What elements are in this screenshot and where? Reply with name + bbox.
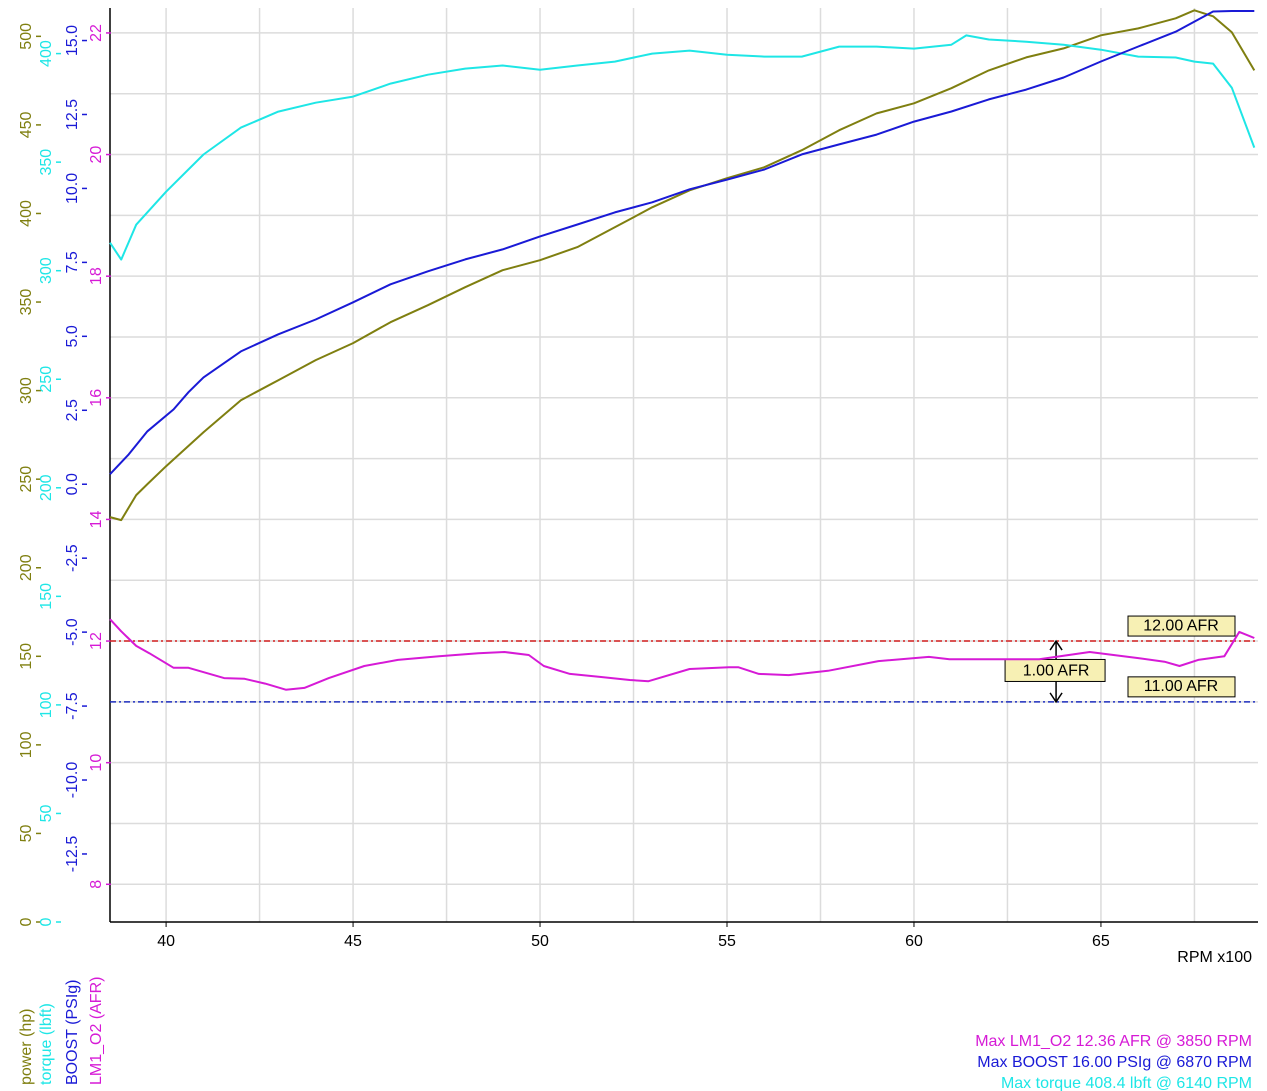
y-tick-label: 0 bbox=[18, 917, 35, 926]
y-tick-label: 12 bbox=[88, 632, 105, 650]
reference-label: 12.00 AFR bbox=[1143, 617, 1219, 634]
y-axis-label: torque (lbft) bbox=[38, 1003, 55, 1085]
label-box bbox=[1127, 676, 1236, 698]
series-line bbox=[109, 10, 1255, 475]
y-tick-label: 400 bbox=[18, 200, 35, 227]
series-line bbox=[109, 9, 1256, 522]
label-box bbox=[1004, 658, 1106, 682]
max-note: Max torque 408.4 lbft @ 6140 RPM bbox=[1001, 1075, 1252, 1091]
series-line bbox=[109, 618, 1255, 691]
y-tick-label: 300 bbox=[18, 377, 35, 404]
y-tick-label: 12.5 bbox=[64, 99, 81, 130]
y-tick-label: 10 bbox=[88, 754, 105, 772]
y-tick-label: -12.5 bbox=[64, 836, 81, 873]
y-tick-label: 8 bbox=[88, 880, 105, 889]
y-tick-label: 100 bbox=[38, 691, 55, 718]
y-tick-label: 450 bbox=[18, 111, 35, 138]
reference-label: 11.00 AFR bbox=[1144, 678, 1218, 695]
x-tick-label: 55 bbox=[718, 933, 736, 950]
y-tick-label: 5.0 bbox=[64, 325, 81, 347]
y-tick-label: 150 bbox=[38, 583, 55, 610]
y-tick-label: 150 bbox=[18, 643, 35, 670]
y-tick-label: 20 bbox=[88, 146, 105, 164]
y-tick-label: -5.0 bbox=[64, 618, 81, 646]
y-tick-label: -2.5 bbox=[64, 544, 81, 572]
delta-label: 1.00 AFR bbox=[1023, 663, 1090, 680]
label-box bbox=[1127, 615, 1236, 637]
y-tick-label: 400 bbox=[38, 40, 55, 67]
arrow-head bbox=[1049, 639, 1063, 704]
x-tick-label: 65 bbox=[1092, 933, 1110, 950]
y-tick-label: 0.0 bbox=[64, 473, 81, 495]
y-tick-label: 250 bbox=[38, 366, 55, 393]
y-tick-label: 50 bbox=[18, 824, 35, 842]
y-tick-label: 7.5 bbox=[64, 251, 81, 273]
y-tick-label: 15.0 bbox=[64, 25, 81, 56]
y-tick-label: 0 bbox=[38, 917, 55, 926]
y-tick-label: 350 bbox=[38, 149, 55, 176]
y-tick-label: 14 bbox=[88, 510, 105, 528]
x-axis-label: RPM x100 bbox=[1177, 949, 1252, 966]
y-tick-label: 500 bbox=[18, 23, 35, 50]
y-tick-label: 10.0 bbox=[64, 173, 81, 204]
y-tick-label: 350 bbox=[18, 289, 35, 316]
y-tick-label: 18 bbox=[88, 267, 105, 285]
y-tick-label: 300 bbox=[38, 257, 55, 284]
y-tick-label: 50 bbox=[38, 804, 55, 822]
y-tick-label: 22 bbox=[88, 24, 105, 42]
y-tick-label: -7.5 bbox=[64, 692, 81, 720]
y-axis-label: power (hp) bbox=[18, 1009, 35, 1085]
max-note: Max BOOST 16.00 PSIg @ 6870 RPM bbox=[977, 1054, 1252, 1071]
y-axis-label: BOOST (PSIg) bbox=[64, 979, 81, 1085]
y-tick-label: 100 bbox=[18, 731, 35, 758]
x-tick-label: 45 bbox=[344, 933, 362, 950]
y-tick-label: 2.5 bbox=[64, 399, 81, 421]
y-tick-label: -10.0 bbox=[64, 762, 81, 799]
y-tick-label: 200 bbox=[18, 554, 35, 581]
y-tick-label: 250 bbox=[18, 466, 35, 493]
y-axis-label: LM1_O2 (AFR) bbox=[88, 977, 105, 1085]
series-line bbox=[109, 34, 1256, 261]
x-tick-label: 60 bbox=[905, 933, 923, 950]
x-tick-label: 40 bbox=[157, 933, 175, 950]
y-tick-label: 16 bbox=[88, 389, 105, 407]
y-tick-label: 200 bbox=[38, 474, 55, 501]
max-note: Max LM1_O2 12.36 AFR @ 3850 RPM bbox=[975, 1033, 1252, 1050]
x-tick-label: 50 bbox=[531, 933, 549, 950]
